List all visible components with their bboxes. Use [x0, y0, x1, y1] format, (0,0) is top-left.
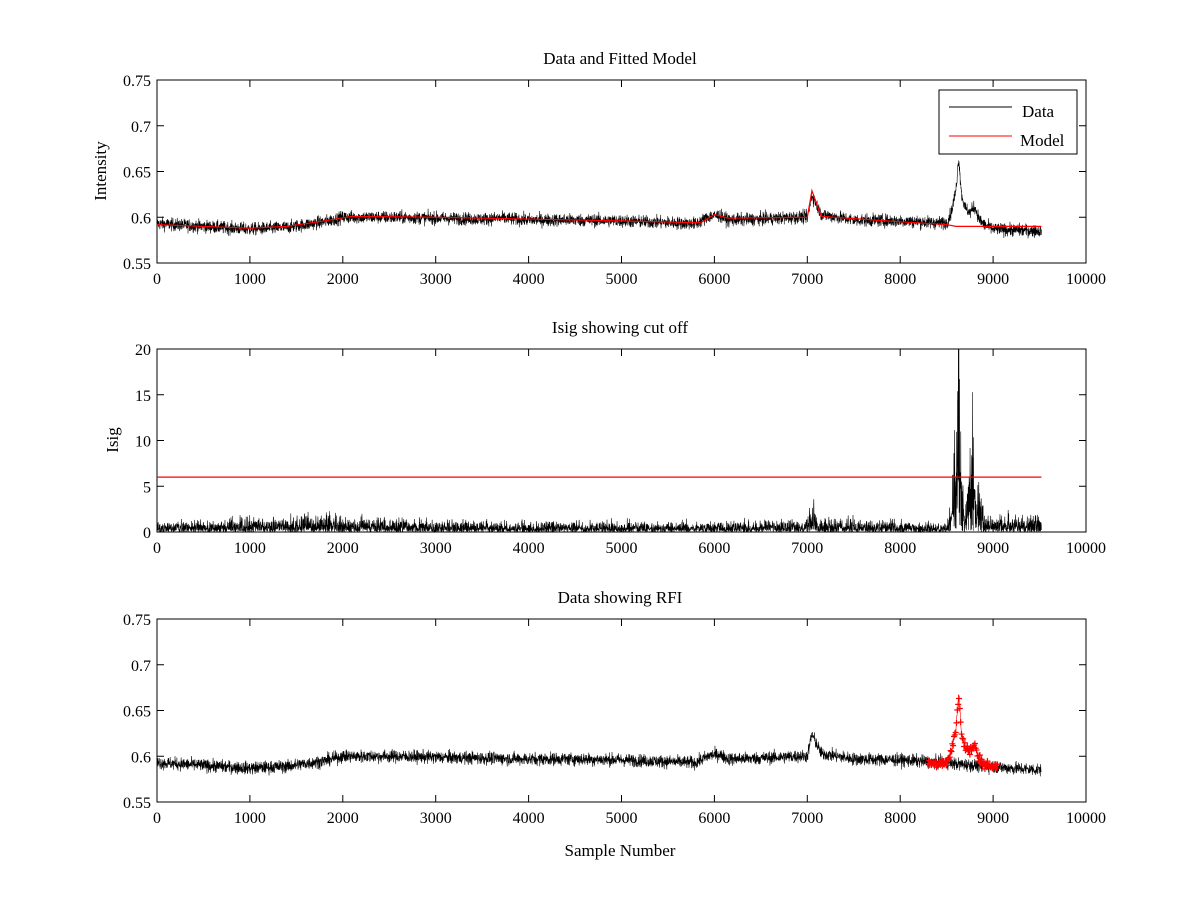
x-tick-label: 3000	[420, 540, 452, 557]
rfi-marker	[960, 735, 967, 742]
rfi-marker	[947, 747, 954, 754]
x-tick-label: 5000	[606, 271, 638, 288]
rfi-marker	[956, 695, 963, 702]
y-tick-label: 15	[135, 388, 151, 405]
series-line	[156, 731, 1042, 777]
x-tick-label: 7000	[791, 810, 823, 827]
rfi-marker	[981, 766, 988, 773]
x-tick-label: 3000	[420, 810, 452, 827]
rfi-marker	[973, 747, 980, 754]
y-tick-label: 0.7	[131, 658, 151, 675]
y-tick-label: 0.55	[123, 795, 151, 812]
x-tick-label: 1000	[234, 271, 266, 288]
series-line	[156, 348, 1042, 534]
x-tick-label: 10000	[1066, 271, 1106, 288]
x-tick-label: 0	[153, 810, 161, 827]
rfi-marker	[948, 748, 955, 755]
y-tick-label: 0.65	[123, 165, 151, 182]
x-tick-label: 6000	[698, 540, 730, 557]
panel-isig-cutoff: Isig showing cut off Isig 0 1000 2000 3000 4…	[103, 318, 1106, 557]
y-tick-label: 5	[143, 479, 151, 496]
x-tick-label: 1000	[234, 810, 266, 827]
rfi-marker	[955, 701, 962, 708]
rfi-marker	[946, 754, 953, 761]
legend-label-data: Data	[1022, 102, 1055, 121]
rfi-marker	[994, 761, 1001, 768]
rfi-marker	[971, 740, 978, 747]
rfi-marker	[932, 758, 939, 765]
y-tick-label: 0.75	[123, 612, 151, 629]
y-tick-label: 20	[135, 342, 151, 359]
x-tick-label: 9000	[977, 271, 1009, 288]
rfi-marker	[993, 765, 1000, 772]
x-tick-label: 5000	[606, 540, 638, 557]
x-tick-label: 9000	[977, 540, 1009, 557]
series-line	[156, 188, 1042, 229]
panel-title: Isig showing cut off	[552, 318, 688, 337]
rfi-marker	[950, 742, 957, 749]
rfi-marker	[958, 731, 965, 738]
panel-title: Data showing RFI	[558, 588, 683, 607]
rfi-marker	[943, 762, 950, 769]
x-tick-label: 2000	[327, 271, 359, 288]
y-tick-label: 0.55	[123, 256, 151, 273]
rfi-marker	[956, 705, 963, 712]
x-tick-label: 10000	[1066, 540, 1106, 557]
y-tick-label: 0.75	[123, 73, 151, 90]
y-tick-label: 0.6	[131, 749, 151, 766]
y-axis-label: Intensity	[91, 141, 110, 201]
y-tick-label: 0.6	[131, 210, 151, 227]
rfi-marker	[959, 735, 966, 742]
x-tick-label: 2000	[327, 540, 359, 557]
legend: Data Model	[938, 89, 1078, 155]
x-tick-label: 7000	[791, 271, 823, 288]
rfi-marker	[984, 758, 991, 765]
x-tick-label: 2000	[327, 810, 359, 827]
x-tick-label: 6000	[698, 810, 730, 827]
rfi-marker	[952, 729, 959, 736]
rfi-marker	[976, 752, 983, 759]
y-tick-label: 0.7	[131, 119, 151, 136]
x-tick-label: 0	[153, 271, 161, 288]
x-tick-label: 7000	[791, 540, 823, 557]
rfi-marker	[957, 719, 964, 726]
panel-data-rfi: Data showing RFI Sample Number 0 1000 2000…	[123, 588, 1106, 860]
rfi-marker	[953, 719, 960, 726]
panel-title: Data and Fitted Model	[543, 49, 697, 68]
x-tick-label: 8000	[884, 810, 916, 827]
y-tick-label: 10	[135, 434, 151, 451]
x-tick-label: 4000	[513, 271, 545, 288]
rfi-marker	[966, 751, 973, 758]
rfi-marker	[978, 756, 985, 763]
x-tick-label: 4000	[513, 540, 545, 557]
panel-data-and-model: Data and Fitted Model Intensity 0 1000 200…	[91, 49, 1106, 288]
x-tick-label: 4000	[513, 810, 545, 827]
x-tick-label: 9000	[977, 810, 1009, 827]
x-axis-label: Sample Number	[565, 841, 676, 860]
x-tick-label: 8000	[884, 540, 916, 557]
plot-area: 0 1000 2000 3000 4000 5000 6000 7000 8000 9000 100…	[123, 612, 1106, 827]
series-line	[156, 160, 1042, 239]
y-tick-label: 0	[143, 525, 151, 542]
x-tick-label: 8000	[884, 271, 916, 288]
x-tick-label: 6000	[698, 271, 730, 288]
legend-label-model: Model	[1020, 131, 1065, 150]
legend-box	[938, 89, 1078, 155]
x-tick-label: 3000	[420, 271, 452, 288]
rfi-marker	[961, 739, 968, 746]
plot-area: 0 1000 2000 3000 4000 5000 6000 7000 8000 9000 100…	[123, 73, 1106, 288]
plot-area: 0 1000 2000 3000 4000 5000 6000 7000 8000 9000 100…	[135, 342, 1106, 557]
x-tick-label: 1000	[234, 540, 266, 557]
x-tick-label: 0	[153, 540, 161, 557]
y-tick-label: 0.65	[123, 704, 151, 721]
x-tick-label: 10000	[1066, 810, 1106, 827]
y-axis-label: Isig	[103, 427, 122, 453]
x-tick-label: 5000	[606, 810, 638, 827]
